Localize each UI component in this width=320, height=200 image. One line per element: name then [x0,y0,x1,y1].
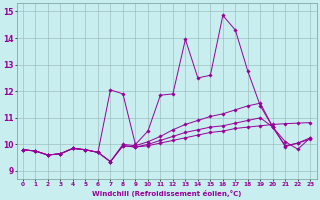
X-axis label: Windchill (Refroidissement éolien,°C): Windchill (Refroidissement éolien,°C) [92,190,241,197]
